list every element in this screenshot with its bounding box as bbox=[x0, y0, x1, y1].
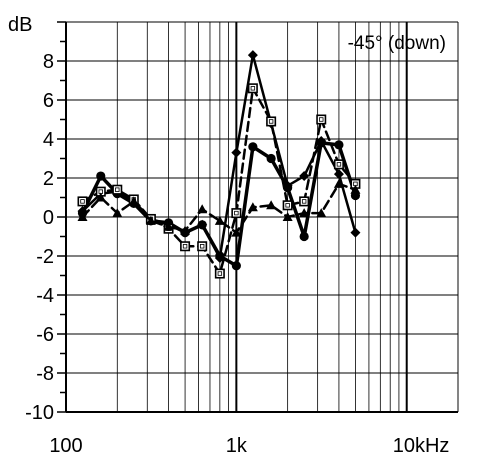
y-tick-label: -4 bbox=[36, 285, 54, 307]
data-point-square bbox=[197, 241, 208, 252]
data-point-triangle bbox=[333, 178, 344, 188]
data-point-triangle bbox=[112, 208, 123, 218]
data-point-triangle bbox=[163, 221, 174, 231]
data-point-square-inner bbox=[336, 162, 342, 167]
data-point-square bbox=[333, 159, 344, 170]
data-point-triangle bbox=[128, 196, 139, 206]
data-point-square-inner bbox=[301, 199, 307, 204]
data-point-triangle bbox=[231, 227, 242, 237]
data-point-circle bbox=[215, 251, 225, 261]
data-point-square-inner bbox=[115, 187, 120, 192]
y-tick-label: 6 bbox=[43, 90, 54, 112]
data-point-circle bbox=[316, 138, 326, 148]
series-triangle bbox=[77, 178, 361, 237]
y-tick-label: -6 bbox=[36, 324, 54, 346]
data-point-circle bbox=[231, 261, 241, 271]
data-point-triangle bbox=[299, 208, 310, 218]
data-point-triangle bbox=[145, 215, 156, 225]
data-point-square bbox=[316, 114, 327, 125]
data-point-square bbox=[299, 196, 310, 207]
x-tick-label: 1k bbox=[226, 435, 248, 457]
data-point-diamond bbox=[333, 169, 344, 180]
data-point-triangle bbox=[247, 202, 258, 212]
data-point-diamond bbox=[299, 171, 310, 182]
y-tick-label: 4 bbox=[43, 129, 54, 151]
data-point-square bbox=[247, 83, 258, 94]
x-tick-label: 10kHz bbox=[393, 435, 450, 457]
data-point-square-inner bbox=[319, 117, 324, 122]
data-point-square bbox=[282, 200, 293, 211]
y-tick-label: -10 bbox=[25, 402, 54, 424]
angle-annotation: -45° (down) bbox=[348, 33, 446, 54]
data-point-diamond bbox=[350, 227, 361, 238]
data-point-triangle bbox=[77, 212, 88, 221]
series-line-triangle bbox=[81, 182, 357, 234]
data-point-circle bbox=[283, 183, 293, 193]
data-point-square bbox=[266, 116, 277, 127]
data-point-circle bbox=[248, 142, 258, 152]
data-point-square bbox=[180, 241, 191, 252]
x-tick-label: 100 bbox=[49, 435, 82, 457]
series-square bbox=[77, 83, 361, 279]
y-tick-label: 2 bbox=[43, 168, 54, 190]
data-point-square bbox=[77, 196, 88, 207]
y-axis-label: dB bbox=[8, 14, 32, 36]
data-point-diamond bbox=[247, 50, 258, 61]
data-point-triangle bbox=[180, 225, 191, 235]
data-point-triangle bbox=[95, 192, 106, 202]
data-point-triangle bbox=[316, 208, 327, 218]
grid bbox=[57, 21, 459, 413]
data-point-circle bbox=[96, 171, 106, 181]
data-point-square bbox=[112, 184, 123, 195]
y-tick-label: -8 bbox=[36, 363, 54, 385]
tick-labels: -10 -8 -6 -4 -2 0 2 4 6 8 100 1k 10kHz bbox=[25, 51, 449, 457]
data-point-circle bbox=[299, 231, 309, 242]
series-circle bbox=[77, 138, 361, 271]
series-line-circle bbox=[80, 141, 358, 268]
y-tick-label: 8 bbox=[43, 51, 54, 73]
data-point-square-inner bbox=[268, 119, 274, 124]
data-point-triangle bbox=[350, 184, 361, 194]
data-point-square-inner bbox=[217, 271, 223, 276]
data-point-triangle bbox=[282, 212, 293, 221]
data-point-circle bbox=[334, 140, 344, 150]
y-tick-label: -2 bbox=[36, 246, 54, 268]
data-point-square-inner bbox=[199, 244, 205, 249]
data-point-triangle bbox=[214, 215, 225, 225]
data-point-square bbox=[231, 208, 242, 219]
data-point-square bbox=[214, 268, 225, 279]
data-point-circle bbox=[266, 153, 276, 164]
data-point-square-inner bbox=[80, 199, 85, 204]
y-tick-label: 0 bbox=[43, 207, 54, 229]
data-point-triangle bbox=[266, 200, 277, 210]
data-point-diamond bbox=[231, 147, 242, 158]
data-point-circle bbox=[197, 220, 207, 230]
data-point-triangle bbox=[197, 204, 208, 214]
data-point-square-inner bbox=[234, 210, 239, 216]
data-point-square-inner bbox=[285, 203, 290, 208]
data-point-square-inner bbox=[182, 244, 188, 249]
data-point-square-inner bbox=[250, 86, 256, 91]
series-layer bbox=[77, 50, 361, 279]
